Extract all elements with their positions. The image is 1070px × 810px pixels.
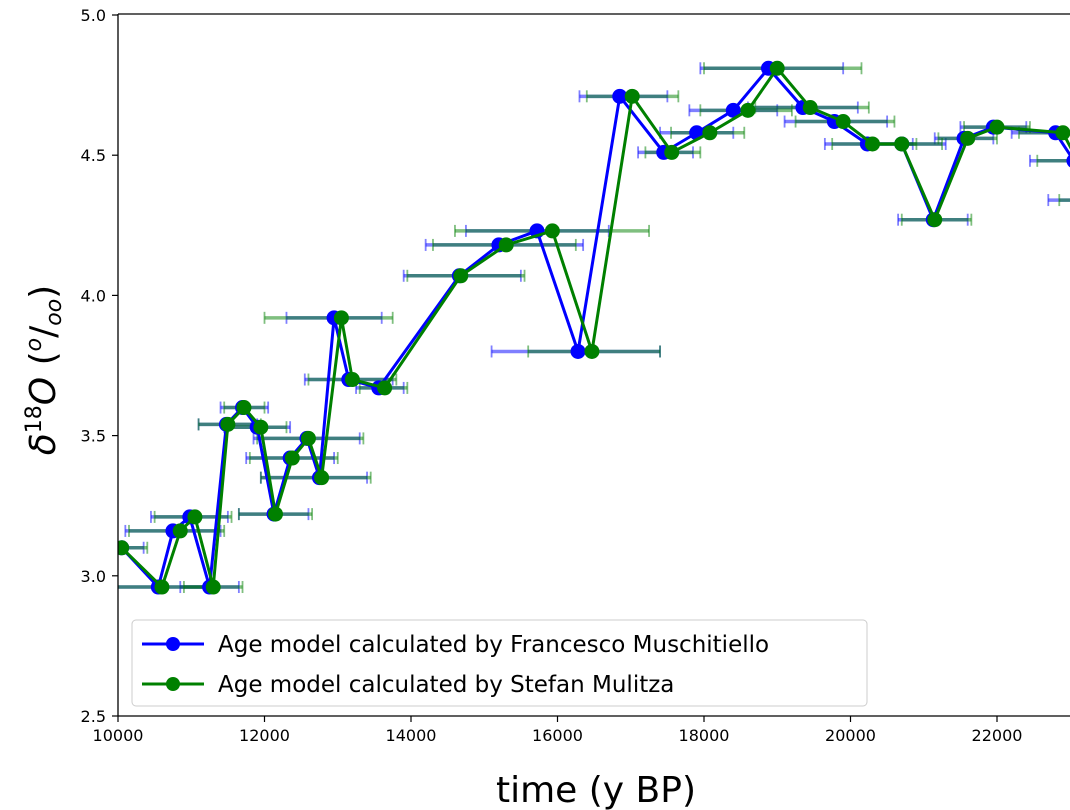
data-point xyxy=(769,60,785,76)
svg-text:δ18O (o/oo): δ18O (o/oo) xyxy=(22,285,67,455)
data-point xyxy=(960,130,976,146)
data-point xyxy=(172,523,188,539)
y-axis-title: δ18O (o/oo) xyxy=(22,285,67,455)
y-tick-label: 4.5 xyxy=(81,146,106,165)
y-tick-label: 4.0 xyxy=(81,286,106,305)
legend-label-mulitza: Age model calculated by Stefan Mulitza xyxy=(218,672,674,698)
legend: Age model calculated by Francesco Muschi… xyxy=(131,619,868,707)
data-point xyxy=(267,506,283,522)
x-tick-label: 16000 xyxy=(532,726,583,745)
y-tick-label: 2.5 xyxy=(81,707,106,726)
data-point xyxy=(612,88,628,104)
data-point xyxy=(802,100,818,116)
data-point xyxy=(300,430,316,446)
data-point xyxy=(333,310,349,326)
y-tick-label: 3.0 xyxy=(81,567,106,586)
data-point xyxy=(1066,154,1070,168)
data-point xyxy=(544,223,560,239)
axes xyxy=(117,13,1070,717)
y-tick-label: 3.5 xyxy=(81,427,106,446)
x-tick-label: 14000 xyxy=(386,726,437,745)
x-tick-label: 22000 xyxy=(972,726,1023,745)
data-point xyxy=(236,400,252,416)
x-tick-label: 12000 xyxy=(239,726,290,745)
data-point xyxy=(740,102,756,118)
x-axis-title: time (y BP) xyxy=(496,770,696,810)
data-point xyxy=(205,579,221,595)
data-point xyxy=(284,450,300,466)
y-tick-label: 5.0 xyxy=(81,6,106,25)
data-point xyxy=(498,237,514,253)
series-line xyxy=(120,66,1070,589)
data-point xyxy=(989,119,1005,135)
x-tick-label: 20000 xyxy=(825,726,876,745)
data-point xyxy=(664,144,680,160)
error-bars-layer xyxy=(118,62,1070,594)
x-tick-label: 18000 xyxy=(679,726,730,745)
data-point xyxy=(314,470,330,486)
legend-box xyxy=(131,619,868,707)
series-layer xyxy=(118,60,1070,595)
legend-label-muschitiello: Age model calculated by Francesco Muschi… xyxy=(218,632,769,658)
data-point xyxy=(344,372,360,388)
data-point xyxy=(118,540,130,556)
data-point xyxy=(453,268,469,284)
data-point xyxy=(154,579,170,595)
data-point xyxy=(725,102,741,118)
data-point xyxy=(894,136,910,152)
data-point xyxy=(927,212,943,228)
legend-marker-mulitza xyxy=(166,677,180,691)
data-point xyxy=(584,343,600,359)
data-point xyxy=(835,114,851,130)
x-tick-label: 10000 xyxy=(93,726,144,745)
data-point xyxy=(864,136,880,152)
data-point xyxy=(253,419,269,435)
data-point xyxy=(220,416,236,432)
data-point xyxy=(187,509,203,525)
data-point xyxy=(570,343,586,359)
legend-marker-muschitiello xyxy=(166,637,180,651)
data-point xyxy=(377,380,393,396)
data-point xyxy=(1055,125,1070,141)
data-point xyxy=(624,88,640,104)
data-point xyxy=(702,125,718,141)
tick-labels: 10000 12000 14000 16000 18000 20000 22000 2.5 3.… xyxy=(81,6,1023,745)
